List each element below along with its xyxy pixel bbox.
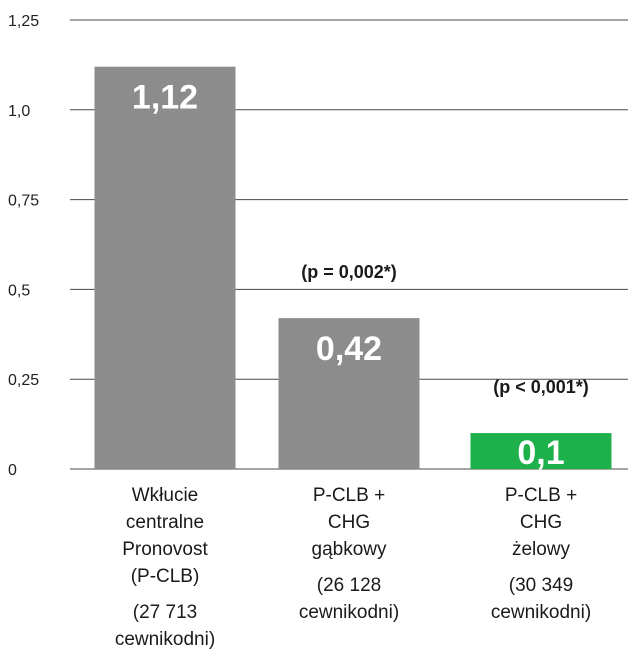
y-tick-label: 1,25 (8, 13, 39, 30)
bar (470, 433, 612, 469)
category-label-line: Pronovost (122, 539, 208, 560)
category-sublabel-line: cewnikodni) (299, 602, 399, 623)
y-tick-label: 0,75 (8, 193, 39, 210)
bar-value-label: 1,12 (132, 79, 198, 117)
significance-annotation: (p < 0,001*) (493, 377, 589, 397)
category-label-line: żelowy (512, 539, 571, 560)
bar-value-label: 0,1 (517, 434, 564, 472)
category-sublabel-line: cewnikodni) (115, 629, 215, 650)
category-sublabel-line: (30 349 (509, 575, 573, 596)
annotations: (p = 0,002*) (p < 0,001*) (301, 262, 589, 397)
category-sublabel-line: (27 713 (133, 602, 197, 623)
category-label-line: gąbkowy (312, 539, 387, 560)
category-sublabel-line: (26 128 (317, 575, 381, 596)
y-tick-label: 0 (8, 462, 17, 479)
significance-annotation: (p = 0,002*) (301, 262, 397, 282)
category-sublabel-line: cewnikodni) (491, 602, 591, 623)
bar-value-labels: 1,12 0,42 0,1 (132, 79, 565, 472)
category-label-line: centralne (126, 512, 204, 533)
category-labels: Wkłucie centralne Pronovost (P-CLB) (27 713 c… (115, 485, 591, 650)
category-label-line: P-CLB + (505, 485, 577, 506)
y-tick-label: 0,5 (8, 282, 30, 299)
bars (94, 66, 612, 470)
bar-value-label: 0,42 (316, 330, 382, 368)
y-tick-label: 1,0 (8, 103, 30, 120)
category-label-line: CHG (328, 512, 370, 533)
y-axis-ticks: 0 0,25 0,5 0,75 1,0 1,25 (8, 13, 39, 479)
category-label-line: P-CLB + (313, 485, 385, 506)
y-tick-label: 0,25 (8, 372, 39, 389)
bar (94, 66, 236, 470)
category-label-line: CHG (520, 512, 562, 533)
bar (278, 318, 420, 469)
category-label-line: (P-CLB) (131, 566, 200, 587)
category-label-line: Wkłucie (132, 485, 199, 506)
